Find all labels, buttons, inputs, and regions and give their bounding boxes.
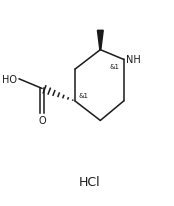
Text: HCl: HCl	[79, 175, 100, 188]
Text: O: O	[38, 115, 46, 125]
Text: HO: HO	[2, 74, 17, 84]
Polygon shape	[97, 31, 103, 50]
Text: &1: &1	[78, 93, 88, 99]
Text: &1: &1	[110, 64, 120, 70]
Text: NH: NH	[126, 55, 141, 65]
